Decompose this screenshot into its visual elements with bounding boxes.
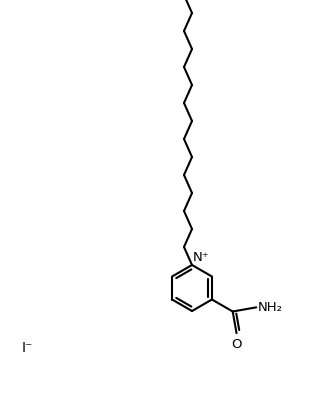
Text: O: O: [231, 338, 242, 351]
Text: N⁺: N⁺: [193, 251, 210, 264]
Text: NH₂: NH₂: [257, 301, 282, 314]
Text: I⁻: I⁻: [22, 341, 33, 355]
